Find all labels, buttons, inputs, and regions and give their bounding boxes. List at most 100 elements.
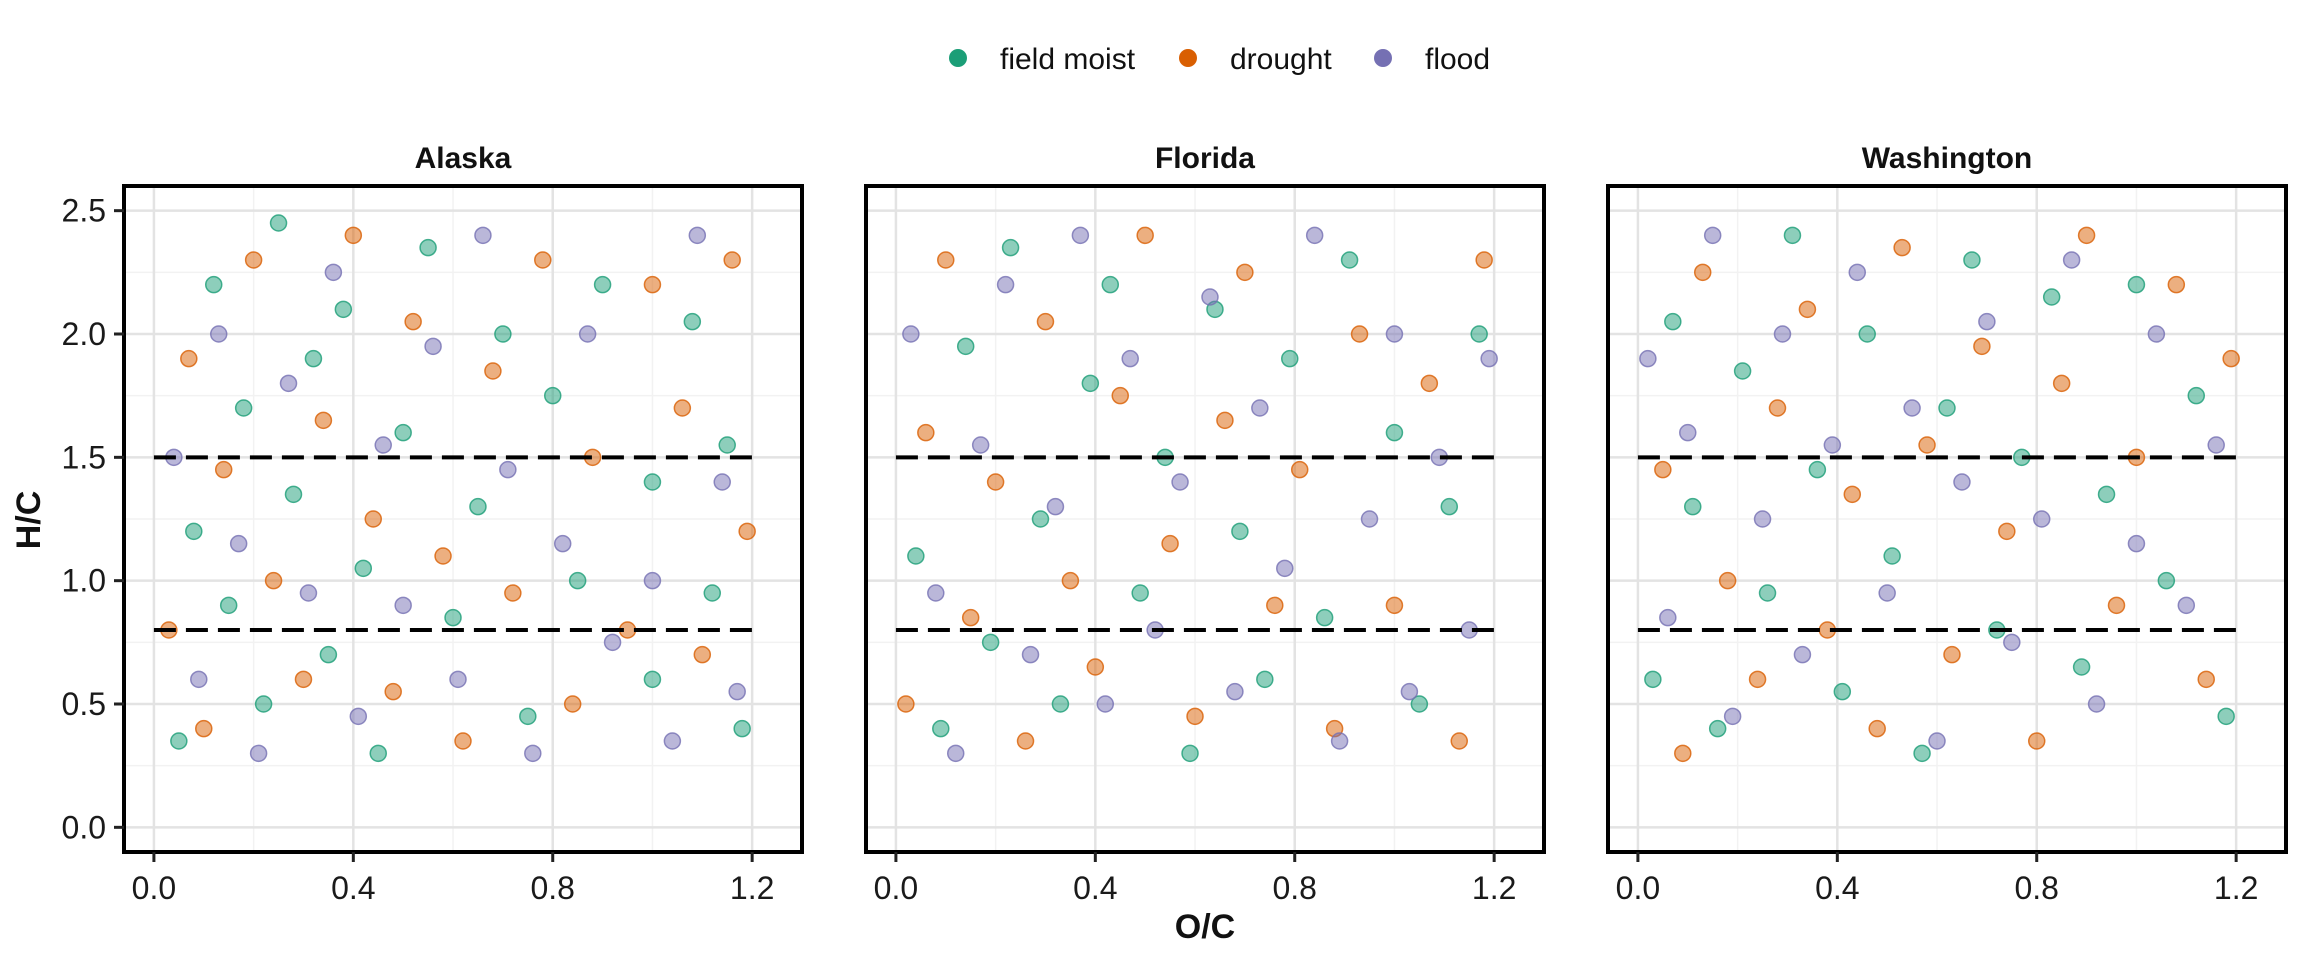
data-point bbox=[1654, 460, 1672, 479]
data-point bbox=[524, 744, 542, 763]
data-point bbox=[1659, 608, 1677, 627]
data-point bbox=[449, 670, 467, 689]
data-point bbox=[209, 325, 228, 343]
data-point bbox=[1340, 251, 1359, 269]
data-point bbox=[1903, 399, 1921, 417]
data-point bbox=[474, 226, 492, 245]
data-point bbox=[1305, 226, 1324, 245]
data-point bbox=[693, 645, 712, 664]
data-point bbox=[219, 596, 238, 615]
data-point bbox=[404, 312, 422, 331]
data-point bbox=[1773, 325, 1792, 343]
data-point bbox=[553, 534, 572, 553]
legend-item: flood bbox=[1374, 43, 1490, 76]
data-point bbox=[334, 300, 353, 319]
x-tick-label: 0.8 bbox=[530, 870, 574, 906]
legend-label: flood bbox=[1425, 43, 1490, 76]
data-point bbox=[1963, 251, 1981, 269]
data-point bbox=[986, 473, 1005, 491]
data-point bbox=[1216, 411, 1234, 430]
x-tick-label: 0.0 bbox=[132, 870, 176, 906]
data-point bbox=[180, 349, 198, 368]
data-point bbox=[344, 226, 363, 245]
data-point bbox=[1201, 288, 1219, 306]
data-point bbox=[578, 325, 597, 343]
data-point bbox=[1718, 571, 1737, 590]
data-point bbox=[234, 399, 253, 417]
data-point bbox=[1231, 522, 1249, 541]
data-point bbox=[2177, 596, 2196, 615]
data-point bbox=[319, 645, 338, 664]
data-point bbox=[897, 695, 915, 713]
data-point bbox=[1878, 584, 1896, 602]
legend-label: drought bbox=[1230, 43, 1332, 76]
data-point bbox=[2077, 226, 2096, 245]
legend-item: field moist bbox=[949, 43, 1136, 76]
data-point bbox=[643, 275, 662, 294]
y-tick-label: 2.5 bbox=[62, 193, 106, 229]
data-point bbox=[204, 275, 223, 294]
data-point bbox=[663, 732, 682, 750]
data-point bbox=[1783, 226, 1802, 245]
data-point bbox=[1236, 263, 1254, 282]
data-point bbox=[643, 473, 662, 491]
data-point bbox=[738, 522, 756, 541]
data-point bbox=[444, 608, 462, 627]
data-point bbox=[703, 584, 722, 602]
data-point bbox=[1021, 645, 1040, 664]
data-point bbox=[728, 682, 746, 701]
data-point bbox=[1748, 670, 1767, 689]
panel-title: Washington bbox=[1862, 142, 2033, 175]
data-point bbox=[1121, 349, 1139, 368]
y-tick-label: 1.0 bbox=[62, 563, 106, 599]
data-point bbox=[384, 682, 402, 701]
data-point bbox=[2027, 732, 2046, 750]
data-point bbox=[1276, 559, 1294, 578]
x-tick-label: 1.2 bbox=[2214, 870, 2258, 906]
panel-border bbox=[122, 184, 804, 854]
data-point bbox=[1350, 325, 1369, 343]
data-point bbox=[269, 214, 288, 232]
data-point bbox=[1868, 719, 1886, 738]
data-point bbox=[374, 436, 392, 454]
data-point bbox=[1978, 312, 1996, 331]
data-point bbox=[1131, 584, 1149, 602]
data-point bbox=[1913, 744, 1931, 763]
data-point bbox=[349, 707, 368, 726]
data-point bbox=[419, 238, 437, 257]
data-point bbox=[2062, 251, 2081, 269]
data-point bbox=[956, 337, 975, 356]
data-point bbox=[2147, 325, 2166, 343]
data-point bbox=[683, 312, 702, 331]
data-point bbox=[304, 349, 323, 368]
data-point bbox=[469, 497, 487, 516]
data-point bbox=[917, 423, 935, 442]
data-point bbox=[1440, 497, 1459, 516]
data-point bbox=[1385, 596, 1404, 615]
data-point bbox=[1046, 497, 1065, 516]
data-point bbox=[214, 460, 233, 479]
data-point bbox=[1793, 645, 1812, 664]
data-point bbox=[1061, 571, 1080, 590]
legend-swatch bbox=[1179, 49, 1197, 67]
data-point bbox=[1938, 399, 1956, 417]
data-point bbox=[244, 251, 263, 269]
data-point bbox=[1001, 238, 1020, 257]
legend-swatch bbox=[1374, 49, 1392, 67]
data-point bbox=[1470, 325, 1488, 343]
data-point bbox=[1708, 719, 1727, 738]
data-point bbox=[1943, 645, 1961, 664]
data-point bbox=[1475, 251, 1493, 269]
legend-item: drought bbox=[1179, 43, 1332, 76]
data-point bbox=[299, 584, 318, 602]
x-tick-label: 0.4 bbox=[331, 870, 375, 906]
data-point bbox=[1096, 695, 1115, 713]
y-axis-title: H/C bbox=[10, 491, 48, 550]
data-point bbox=[314, 411, 333, 430]
x-tick-label: 0.4 bbox=[1815, 870, 1859, 906]
x-tick-label: 0.8 bbox=[2014, 870, 2058, 906]
data-point bbox=[1136, 226, 1154, 245]
data-point bbox=[2072, 658, 2091, 676]
data-point bbox=[1723, 707, 1742, 726]
